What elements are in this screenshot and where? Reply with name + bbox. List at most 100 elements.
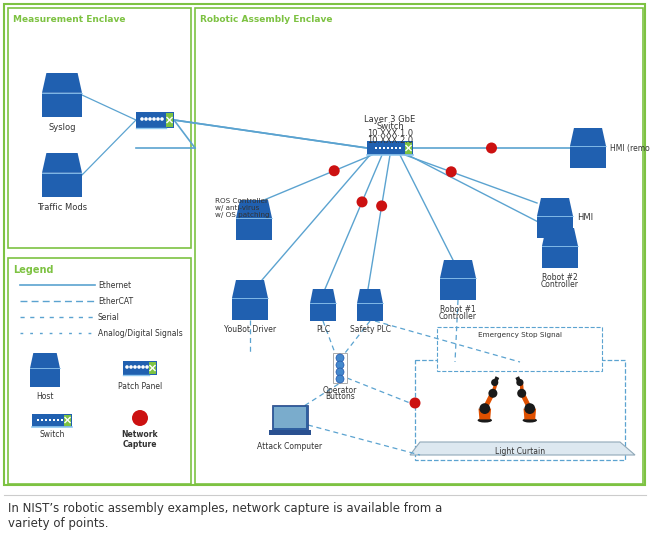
Polygon shape	[236, 200, 272, 218]
Polygon shape	[515, 376, 522, 384]
Bar	[136, 112, 174, 128]
Circle shape	[125, 365, 129, 369]
Circle shape	[329, 165, 340, 176]
Polygon shape	[236, 218, 272, 240]
Text: 10.XXX.2.0: 10.XXX.2.0	[367, 136, 413, 145]
Polygon shape	[478, 409, 491, 420]
Polygon shape	[537, 216, 573, 238]
Bar	[60, 419, 63, 421]
Text: w/ OS patching: w/ OS patching	[215, 212, 270, 218]
Text: Legend: Legend	[13, 265, 53, 275]
Polygon shape	[519, 392, 532, 409]
Text: HMI (remote): HMI (remote)	[610, 144, 650, 152]
Bar	[123, 361, 157, 375]
Polygon shape	[357, 304, 383, 321]
Bar	[32, 414, 72, 426]
Circle shape	[336, 375, 344, 383]
Bar	[272, 405, 308, 430]
Text: Ethernet: Ethernet	[98, 280, 131, 289]
Circle shape	[516, 379, 523, 386]
Text: w/ anti-virus: w/ anti-virus	[215, 205, 259, 211]
Circle shape	[129, 365, 133, 369]
Bar	[41, 419, 44, 421]
Bar	[64, 415, 71, 426]
Circle shape	[446, 166, 457, 177]
Polygon shape	[310, 304, 336, 321]
Polygon shape	[440, 260, 476, 278]
Circle shape	[144, 117, 148, 121]
Circle shape	[148, 117, 152, 121]
Polygon shape	[440, 278, 476, 300]
Circle shape	[156, 117, 160, 121]
Circle shape	[137, 365, 141, 369]
Circle shape	[525, 403, 535, 414]
Polygon shape	[491, 382, 499, 393]
Polygon shape	[357, 289, 383, 304]
Polygon shape	[523, 409, 536, 420]
Bar	[387, 147, 389, 149]
Bar	[8, 258, 191, 484]
Polygon shape	[542, 246, 578, 268]
Polygon shape	[310, 289, 336, 304]
Text: Robot #1: Robot #1	[440, 305, 476, 314]
Ellipse shape	[478, 418, 492, 422]
Text: Network
Capture: Network Capture	[122, 430, 159, 449]
Text: Controller: Controller	[439, 312, 477, 321]
Text: Traffic Mods: Traffic Mods	[37, 203, 87, 212]
Text: Light Curtain: Light Curtain	[495, 448, 545, 456]
Circle shape	[336, 361, 344, 369]
Text: Attack Computer: Attack Computer	[257, 442, 322, 451]
Polygon shape	[537, 198, 573, 216]
Polygon shape	[493, 376, 499, 384]
Text: Operator: Operator	[323, 386, 358, 395]
Bar	[383, 147, 385, 149]
Circle shape	[357, 196, 367, 207]
Polygon shape	[570, 128, 606, 146]
Text: YouBot Driver: YouBot Driver	[224, 325, 276, 334]
Polygon shape	[30, 368, 60, 387]
Bar	[149, 362, 156, 374]
Polygon shape	[520, 382, 523, 393]
Bar	[57, 419, 59, 421]
Polygon shape	[570, 146, 606, 168]
Circle shape	[132, 410, 148, 426]
Polygon shape	[30, 353, 60, 369]
Bar	[37, 419, 39, 421]
Bar	[274, 407, 306, 428]
Circle shape	[376, 200, 387, 211]
Bar	[166, 113, 173, 127]
Text: Safety PLC: Safety PLC	[350, 325, 391, 334]
Circle shape	[488, 389, 497, 398]
Polygon shape	[42, 153, 82, 173]
Polygon shape	[482, 392, 495, 409]
Text: Host: Host	[36, 392, 54, 401]
Text: Switch: Switch	[376, 122, 404, 131]
Circle shape	[336, 354, 344, 362]
Bar	[415, 360, 625, 460]
Bar	[379, 147, 382, 149]
Text: Buttons: Buttons	[325, 392, 355, 401]
Text: ROS Controller: ROS Controller	[215, 198, 268, 204]
Text: Emergency Stop Signal: Emergency Stop Signal	[478, 332, 562, 338]
Circle shape	[336, 368, 344, 376]
Polygon shape	[232, 298, 268, 320]
Text: Robot #2: Robot #2	[542, 273, 578, 282]
Ellipse shape	[523, 418, 537, 422]
Circle shape	[480, 403, 490, 414]
Bar	[333, 353, 347, 383]
Bar	[8, 8, 191, 248]
Circle shape	[133, 365, 136, 369]
Circle shape	[160, 117, 164, 121]
Text: Analog/Digital Signals: Analog/Digital Signals	[98, 328, 183, 338]
Bar	[375, 147, 377, 149]
Text: Switch: Switch	[39, 430, 65, 439]
Text: Syslog: Syslog	[48, 123, 76, 132]
Bar	[45, 419, 47, 421]
Polygon shape	[232, 280, 268, 298]
Bar	[49, 419, 51, 421]
Circle shape	[140, 117, 144, 121]
Circle shape	[141, 365, 145, 369]
Circle shape	[517, 389, 526, 398]
Bar	[367, 141, 413, 155]
Polygon shape	[542, 228, 578, 246]
